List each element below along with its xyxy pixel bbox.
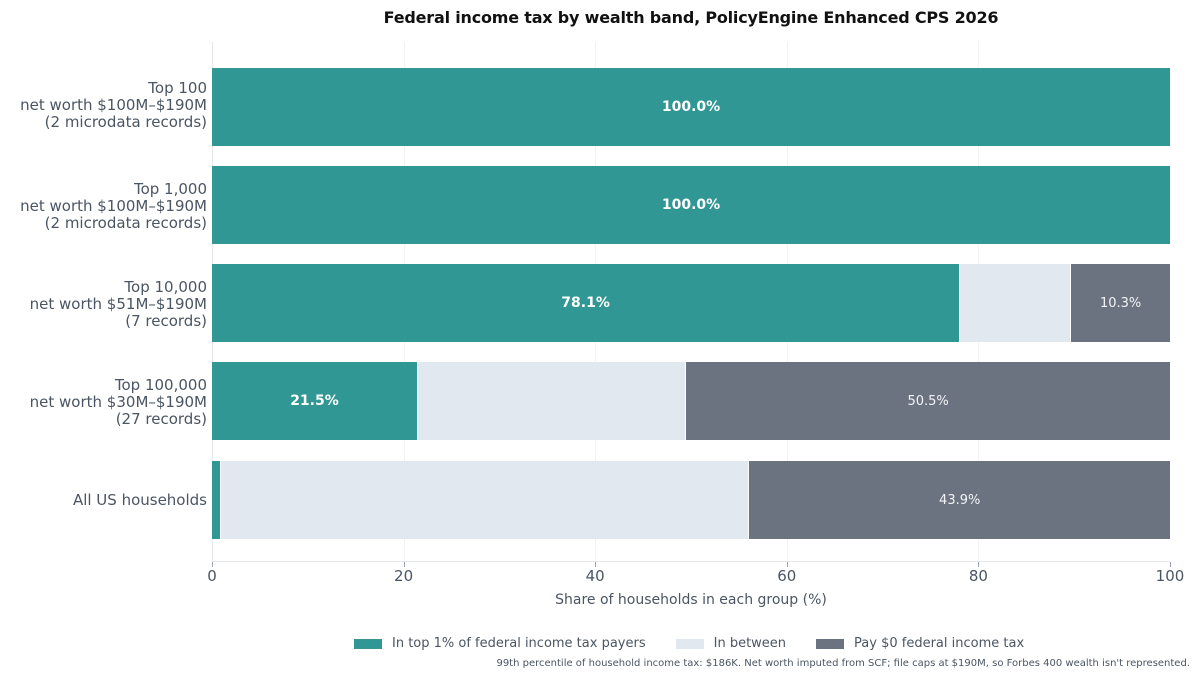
bar-segment-between — [417, 362, 687, 440]
bar-row-all-us: 43.9% — [212, 461, 1170, 539]
label-line: net worth $51M–$190M — [29, 295, 207, 313]
x-axis-line — [212, 561, 1170, 562]
label-line: (2 microdata records) — [44, 214, 207, 232]
label-line: Top 100 — [148, 79, 207, 97]
legend-item-top1[interactable]: In top 1% of federal income tax payers — [354, 636, 646, 651]
x-tick-mark — [1170, 562, 1171, 567]
label-line: Top 1,000 — [133, 180, 207, 198]
y-category-label: Top 10,000 net worth $51M–$190M (7 recor… — [2, 279, 207, 330]
data-label: 78.1% — [561, 295, 610, 311]
x-tick-label: 100 — [1155, 567, 1185, 585]
x-tick-mark — [212, 562, 213, 567]
label-line: (7 records) — [125, 312, 207, 330]
x-tick-label: 0 — [207, 567, 217, 585]
label-line: net worth $100M–$190M — [20, 197, 207, 215]
x-tick-label: 20 — [394, 567, 414, 585]
chart-title: Federal income tax by wealth band, Polic… — [383, 8, 999, 27]
data-label: 21.5% — [290, 393, 339, 409]
bar-segment-top1: 100.0% — [212, 166, 1170, 244]
x-tick-label: 40 — [585, 567, 605, 585]
x-tick-mark — [595, 562, 597, 567]
legend-item-between[interactable]: In between — [675, 636, 787, 651]
data-label: 10.3% — [1099, 295, 1142, 311]
x-tick-label: 60 — [777, 567, 797, 585]
x-tick-mark — [978, 562, 980, 567]
data-label: 100.0% — [661, 99, 721, 115]
plot-area: 100.0% 100.0% 78.1% 10.3% 21.5% 50.5% — [212, 42, 1170, 562]
bar-row-top-100: 100.0% — [212, 68, 1170, 146]
data-label: 43.9% — [939, 492, 981, 508]
bar-row-top-100000: 21.5% 50.5% — [212, 362, 1170, 440]
legend-swatch-icon — [816, 638, 845, 649]
bar-segment-top1: 21.5% — [212, 362, 418, 440]
legend-label: Pay $0 federal income tax — [854, 636, 1025, 651]
bar-segment-zero: 50.5% — [686, 362, 1170, 440]
data-label: 50.5% — [907, 393, 949, 409]
bar-segment-top1: 78.1% — [212, 264, 961, 342]
x-tick-mark — [403, 562, 405, 567]
data-label: 100.0% — [661, 197, 721, 213]
y-category-label: Top 100 net worth $100M–$190M (2 microda… — [2, 80, 207, 131]
y-category-label: All US households — [2, 492, 207, 509]
legend-label: In between — [713, 636, 787, 651]
bar-segment-zero: 43.9% — [749, 461, 1170, 539]
label-line: (27 records) — [115, 410, 207, 428]
bar-segment-top1 — [212, 461, 221, 539]
label-line: net worth $100M–$190M — [20, 96, 207, 114]
legend-swatch-icon — [354, 638, 382, 649]
legend: In top 1% of federal income tax payers I… — [354, 636, 1054, 651]
bar-row-top-10000: 78.1% 10.3% — [212, 264, 1170, 342]
footnote: 99th percentile of household income tax:… — [496, 658, 1190, 669]
bar-segment-zero: 10.3% — [1071, 264, 1170, 342]
label-line: All US households — [72, 491, 207, 509]
x-axis-title: Share of households in each group (%) — [555, 592, 827, 608]
label-line: (2 microdata records) — [44, 113, 207, 131]
y-category-label: Top 100,000 net worth $30M–$190M (27 rec… — [2, 377, 207, 428]
label-line: Top 10,000 — [124, 278, 207, 296]
legend-item-zero[interactable]: Pay $0 federal income tax — [816, 636, 1024, 651]
bar-segment-top1: 100.0% — [212, 68, 1170, 146]
label-line: net worth $30M–$190M — [29, 393, 207, 411]
x-tick-mark — [786, 562, 788, 567]
legend-label: In top 1% of federal income tax payers — [392, 636, 646, 651]
bar-row-top-1000: 100.0% — [212, 166, 1170, 244]
label-line: Top 100,000 — [114, 376, 207, 394]
bar-segment-between — [960, 264, 1072, 342]
x-tick-label: 80 — [968, 567, 988, 585]
y-category-label: Top 1,000 net worth $100M–$190M (2 micro… — [2, 181, 207, 232]
bar-segment-between — [220, 461, 750, 539]
legend-swatch-icon — [675, 638, 704, 649]
